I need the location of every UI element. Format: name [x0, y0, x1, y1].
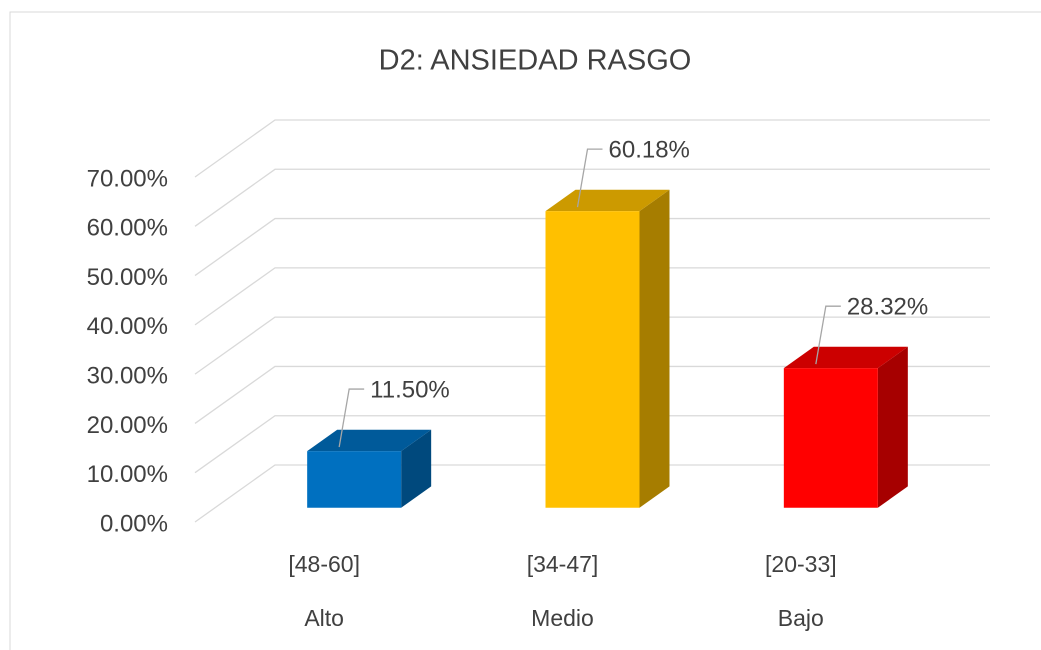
data-label: 28.32%	[847, 294, 928, 321]
bar-top	[307, 429, 432, 452]
grid-line	[194, 217, 990, 277]
x-tick-label: [34-47]	[527, 551, 599, 577]
y-tick-label: 0.00%	[100, 510, 168, 537]
x-tick-label: [20-33]	[765, 551, 837, 577]
y-tick-label: 10.00%	[87, 461, 168, 488]
grid-line	[194, 365, 990, 424]
y-tick-label: 30.00%	[87, 362, 168, 389]
y-tick-label: 70.00%	[87, 165, 168, 192]
bar	[783, 368, 878, 508]
y-tick-label: 40.00%	[87, 313, 168, 340]
y-tick-label: 20.00%	[87, 412, 168, 439]
bar-side	[401, 429, 432, 508]
bar-side	[877, 346, 908, 508]
bar	[307, 451, 402, 508]
grid-line	[194, 464, 990, 523]
bar-top	[545, 189, 670, 212]
data-label: 11.50%	[370, 376, 450, 403]
grid-line	[194, 168, 990, 227]
leader-line	[338, 388, 365, 448]
x-tick-label: Alto	[304, 605, 344, 631]
chart-frame	[9, 11, 1041, 650]
grid-line	[194, 316, 990, 375]
bar-top	[783, 346, 908, 369]
x-tick-label: Medio	[531, 605, 594, 631]
y-tick-label: 60.00%	[87, 215, 168, 242]
chart-title: D2: ANSIEDAD RASGO	[379, 45, 692, 77]
bar	[545, 211, 640, 508]
grid-line	[194, 267, 990, 326]
grid-line	[194, 415, 990, 474]
leader-line	[815, 305, 841, 365]
data-label: 60.18%	[609, 136, 690, 163]
bar-side	[639, 189, 670, 508]
x-tick-label: Bajo	[778, 605, 824, 631]
x-tick-label: [48-60]	[288, 551, 360, 577]
y-tick-label: 50.00%	[87, 264, 168, 291]
grid-line	[194, 119, 990, 178]
leader-line	[576, 148, 603, 208]
